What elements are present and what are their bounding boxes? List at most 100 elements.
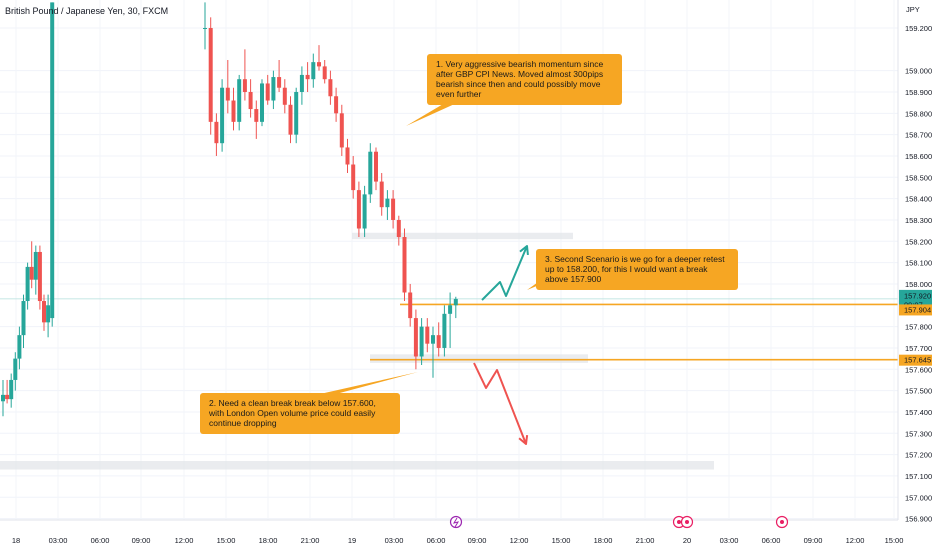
price-tick-label: 157.700	[905, 344, 932, 353]
candle-body	[294, 91, 299, 135]
candle-body	[391, 198, 396, 220]
bearish-projection-arrow-head	[518, 434, 529, 445]
time-tick-label: 12:00	[846, 536, 865, 545]
candle-body	[408, 292, 413, 319]
lightning-icon[interactable]	[449, 515, 463, 529]
price-tick-label: 157.500	[905, 387, 932, 396]
price-tick-label: 158.200	[905, 237, 932, 246]
candle-body	[214, 121, 219, 144]
bearish-projection-arrow	[473, 362, 527, 445]
candle-body	[282, 87, 287, 105]
candle-body	[413, 318, 418, 357]
candle-body	[402, 237, 407, 293]
time-tick-label: 15:00	[217, 536, 236, 545]
price-tick-label: 157.600	[905, 365, 932, 374]
current-price-label: 157.920	[904, 291, 931, 300]
candle-body	[277, 77, 282, 88]
annotation-note-2[interactable]: 2. Need a clean break break below 157.60…	[200, 393, 400, 434]
price-tick-label: 158.100	[905, 259, 932, 268]
candle-body	[356, 190, 361, 229]
flag-event-icon[interactable]	[775, 515, 789, 529]
candle-body	[328, 79, 333, 97]
candle-body	[334, 96, 339, 114]
candle-body	[203, 28, 207, 29]
candle-body	[254, 109, 259, 122]
time-tick-label: 18	[12, 536, 20, 545]
time-tick-label: 12:00	[510, 536, 529, 545]
price-tick-label: 156.900	[905, 515, 932, 524]
support-zone	[370, 354, 588, 363]
candle-body	[425, 326, 430, 344]
price-tick-label: 158.600	[905, 152, 932, 161]
price-tick-label: 157.000	[905, 493, 932, 502]
time-tick-label: 06:00	[91, 536, 110, 545]
price-tick-label: 157.100	[905, 472, 932, 481]
bullish-projection-arrow-head	[519, 245, 529, 256]
candle-body	[362, 194, 367, 229]
candle-body	[436, 335, 441, 348]
candle-body	[231, 100, 236, 122]
time-tick-label: 21:00	[301, 536, 320, 545]
candle-body	[29, 266, 34, 280]
support-zone	[352, 232, 573, 240]
time-tick-label: 18:00	[594, 536, 613, 545]
candle-body	[396, 219, 401, 238]
symbol-title: British Pound / Japanese Yen, 30, FXCM	[5, 6, 169, 16]
candle-body	[351, 164, 356, 191]
level-price-label: 157.645	[904, 356, 931, 365]
price-tick-label: 158.800	[905, 109, 932, 118]
candle-body	[248, 91, 253, 110]
flag-glyph	[685, 520, 689, 524]
candle-body	[374, 151, 378, 182]
price-axis-unit: JPY	[906, 5, 920, 14]
candle-body	[453, 298, 458, 306]
note2-pointer	[320, 372, 418, 394]
time-tick-label: 03:00	[720, 536, 739, 545]
candle-body	[260, 83, 264, 122]
time-tick-label: 06:00	[762, 536, 781, 545]
support-zone	[0, 460, 714, 470]
time-tick-label: 19	[348, 536, 356, 545]
candle-body	[46, 305, 51, 323]
candle-body	[208, 28, 213, 122]
candle-body	[5, 394, 10, 400]
lightning-glyph	[452, 517, 460, 528]
time-tick-label: 18:00	[259, 536, 278, 545]
candle-body	[431, 335, 435, 344]
candle-body	[21, 301, 26, 336]
bullish-projection-arrow	[481, 245, 528, 301]
time-tick-label: 03:00	[49, 536, 68, 545]
annotation-note-1[interactable]: 1. Very aggressive bearish momentum sinc…	[427, 54, 622, 105]
level-price-tag	[899, 304, 932, 316]
time-tick-label: 09:00	[132, 536, 151, 545]
candle-body	[379, 181, 384, 208]
price-tick-label: 159.000	[905, 67, 932, 76]
candle-body	[322, 66, 327, 80]
time-tick-label: 06:00	[427, 536, 446, 545]
candle-body	[33, 251, 38, 280]
candle-body	[271, 77, 276, 101]
candle-body	[220, 87, 225, 144]
flag-event-icon[interactable]	[680, 515, 694, 529]
candle-body	[1, 394, 5, 402]
candle-body	[25, 266, 30, 302]
candle-body	[288, 104, 293, 135]
time-tick-label: 03:00	[385, 536, 404, 545]
candle-body	[17, 335, 22, 359]
candle-body	[345, 147, 350, 165]
price-tick-label: 157.800	[905, 323, 932, 332]
time-tick-label: 15:00	[885, 536, 904, 545]
price-tick-label: 157.200	[905, 451, 932, 460]
candle-body	[339, 113, 344, 148]
candle-body	[265, 83, 270, 101]
candle-body	[317, 62, 321, 67]
level-price-tag	[899, 354, 932, 366]
annotation-note-3[interactable]: 3. Second Scenario is we go for a deeper…	[536, 249, 738, 290]
price-tick-label: 158.400	[905, 195, 932, 204]
candle-body	[442, 313, 447, 348]
candle-body	[225, 87, 230, 101]
price-tick-label: 157.400	[905, 408, 932, 417]
candle-body	[13, 358, 18, 380]
